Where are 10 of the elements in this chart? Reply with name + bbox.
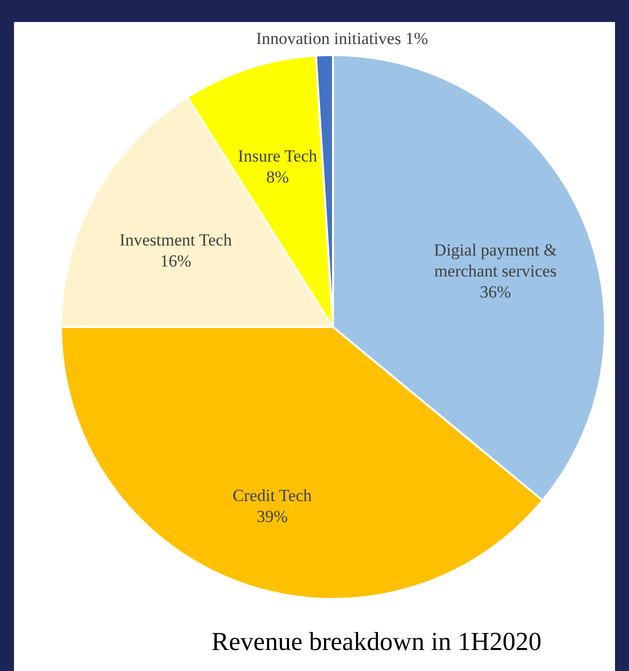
data-label: 16%	[160, 252, 192, 271]
slice-label: Innovation initiatives 1%	[256, 29, 428, 48]
data-label: 39%	[256, 506, 288, 526]
slice-label: Investment Tech	[120, 230, 232, 250]
slice-label: Insure Tech	[238, 146, 318, 166]
data-label: 36%	[480, 282, 512, 302]
slice-label: Digial payment & merchant services	[434, 240, 557, 281]
slice-label: Credit Tech	[232, 486, 312, 505]
data-label: 8%	[266, 167, 289, 186]
text: Revenue breakdown in 1H2020	[212, 627, 542, 656]
